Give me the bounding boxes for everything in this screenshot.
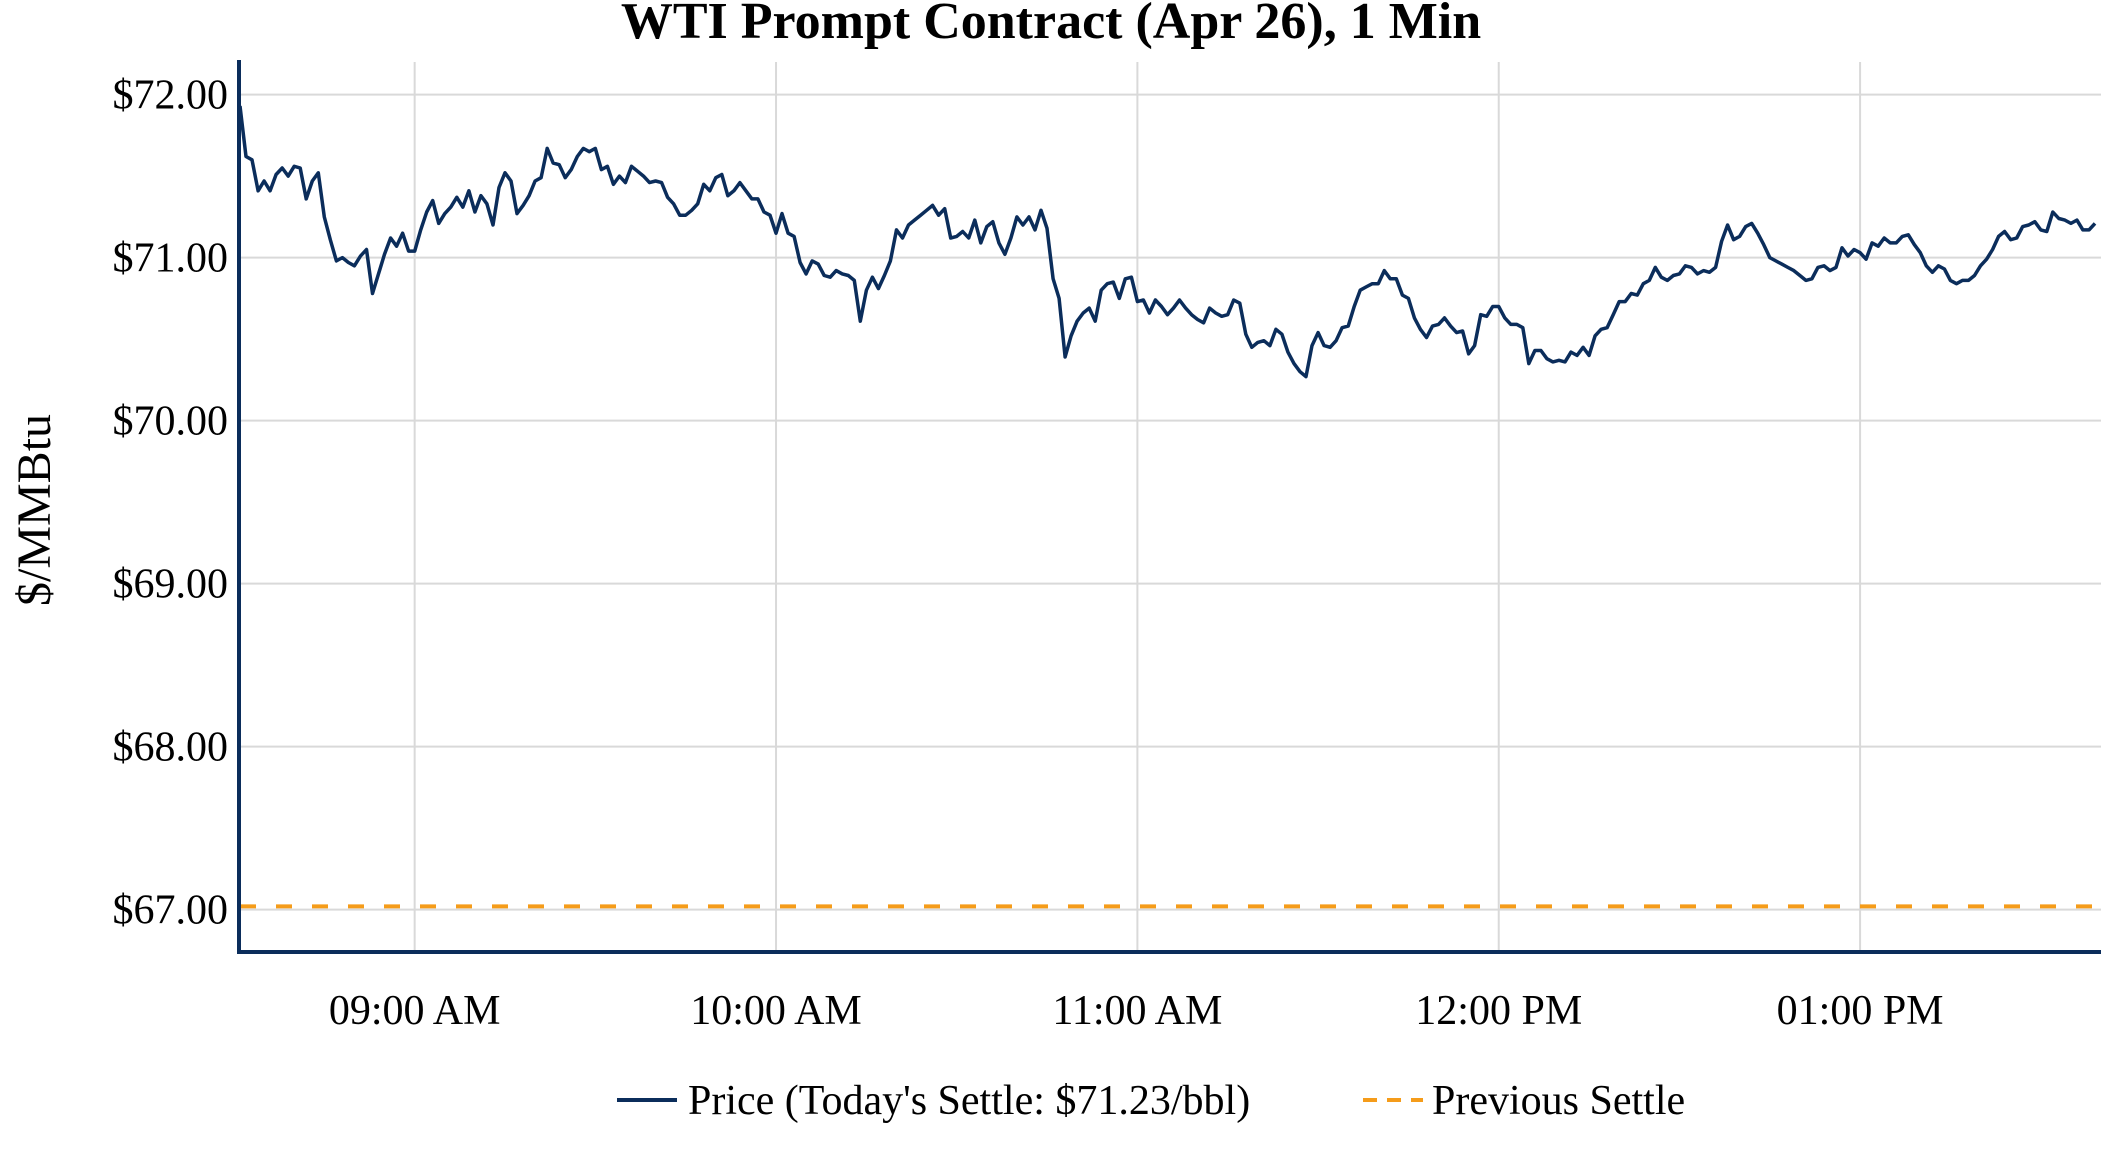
price-line (238, 105, 2097, 379)
axes (237, 60, 2101, 954)
y-tick-label: $67.00 (113, 888, 229, 934)
legend: Price (Today's Settle: $71.23/bbl) Previ… (617, 1078, 1685, 1124)
y-tick-label: $68.00 (113, 725, 229, 771)
x-tick-labels: 09:00 AM 10:00 AM 11:00 AM 12:00 PM 01:00 PM (329, 988, 1944, 1034)
x-tick-label: 01:00 PM (1777, 988, 1944, 1034)
y-tick-label: $69.00 (113, 562, 229, 608)
y-tick-labels: $67.00 $68.00 $69.00 $70.00 $71.00 $72.00 (113, 73, 229, 934)
y-tick-label: $70.00 (113, 399, 229, 445)
legend-previous-settle-label: Previous Settle (1432, 1078, 1685, 1124)
legend-price-label: Price (Today's Settle: $71.23/bbl) (688, 1078, 1250, 1124)
chart-title: WTI Prompt Contract (Apr 26), 1 Min (621, 0, 1481, 50)
x-tick-label: 10:00 AM (690, 988, 862, 1034)
x-tick-label: 09:00 AM (329, 988, 501, 1034)
x-tick-label: 11:00 AM (1052, 988, 1222, 1034)
gridlines (240, 62, 2101, 952)
y-tick-label: $71.00 (113, 236, 229, 282)
series-layer (238, 105, 2101, 909)
x-tick-label: 12:00 PM (1415, 988, 1582, 1034)
y-axis-label: $/MMBtu (8, 414, 61, 606)
y-tick-label: $72.00 (113, 73, 229, 119)
